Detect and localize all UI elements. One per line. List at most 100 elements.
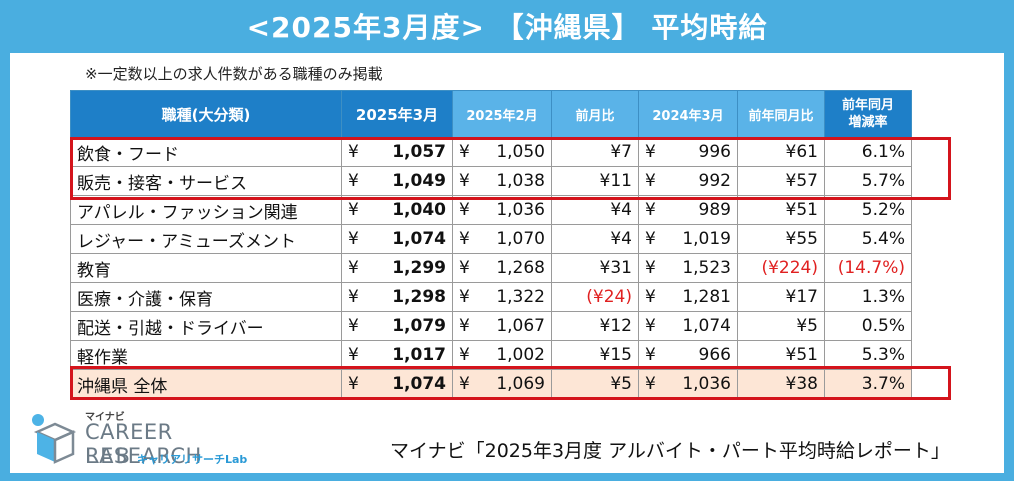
cell-mom: ¥12 <box>551 311 639 341</box>
yen-value: ¥1,074 <box>645 316 731 336</box>
cell-mar25: ¥1,074 <box>341 224 453 254</box>
yen-value: ¥1,299 <box>348 258 446 278</box>
cell-mar24: ¥996 <box>638 137 738 167</box>
table-row: 販売・接客・サービス ¥1,049 ¥1,038 ¥11 ¥992 ¥57 5.7% <box>70 166 912 196</box>
cell-category: 医療・介護・保育 <box>70 282 342 312</box>
cell-feb25: ¥1,070 <box>452 224 552 254</box>
cell-mom: ¥11 <box>551 166 639 196</box>
cell-feb25: ¥1,036 <box>452 195 552 225</box>
cell-category: 販売・接客・サービス <box>70 166 342 196</box>
table-row: 飲食・フード ¥1,057 ¥1,050 ¥7 ¥996 ¥61 6.1% <box>70 137 912 167</box>
wage-value: 1,019 <box>682 229 731 249</box>
currency-symbol: ¥ <box>459 287 470 307</box>
cell-category: レジャー・アミューズメント <box>70 224 342 254</box>
wage-value: 1,002 <box>496 345 545 365</box>
cell-feb25: ¥1,050 <box>452 137 552 167</box>
wage-value: 1,069 <box>496 374 545 394</box>
cell-mom: ¥7 <box>551 137 639 167</box>
table-row: レジャー・アミューズメント ¥1,074 ¥1,070 ¥4 ¥1,019 ¥55 5.4% <box>70 224 912 254</box>
wage-value: 1,281 <box>682 287 731 307</box>
cell-feb25: ¥1,069 <box>452 369 552 399</box>
wage-value: 1,079 <box>392 316 446 336</box>
wage-value: 1,038 <box>496 171 545 191</box>
yen-value: ¥1,017 <box>348 345 446 365</box>
currency-symbol: ¥ <box>645 345 656 365</box>
cell-mar24: ¥989 <box>638 195 738 225</box>
yen-value: ¥1,523 <box>645 258 731 278</box>
yen-value: ¥1,049 <box>348 171 446 191</box>
cell-yoy: (¥224) <box>737 253 825 283</box>
table-header-row: 職種(大分類) 2025年3月 2025年2月 前月比 2024年3月 前年同月… <box>70 90 912 138</box>
cell-mom: ¥31 <box>551 253 639 283</box>
cell-rate: (14.7%) <box>824 253 912 283</box>
cell-mar25: ¥1,057 <box>341 137 453 167</box>
currency-symbol: ¥ <box>645 316 656 336</box>
wage-value: 1,074 <box>392 374 446 394</box>
cell-mar24: ¥1,036 <box>638 369 738 399</box>
wage-value: 1,050 <box>496 142 545 162</box>
wage-value: 1,074 <box>682 316 731 336</box>
currency-symbol: ¥ <box>348 287 359 307</box>
cell-feb25: ¥1,322 <box>452 282 552 312</box>
table-row: 医療・介護・保育 ¥1,298 ¥1,322 (¥24) ¥1,281 ¥17 1.3% <box>70 282 912 312</box>
yen-value: ¥992 <box>645 171 731 191</box>
table-row: 教育 ¥1,299 ¥1,268 ¥31 ¥1,523 (¥224) (14.7%) <box>70 253 912 283</box>
yen-value: ¥1,298 <box>348 287 446 307</box>
currency-symbol: ¥ <box>459 142 470 162</box>
wage-value: 1,057 <box>392 142 446 162</box>
currency-symbol: ¥ <box>645 287 656 307</box>
table-note: ※一定数以上の求人件数がある職種のみ掲載 <box>85 65 383 83</box>
wage-value: 1,067 <box>496 316 545 336</box>
yen-value: ¥1,019 <box>645 229 731 249</box>
currency-symbol: ¥ <box>348 345 359 365</box>
cell-category: アパレル・ファッション関連 <box>70 195 342 225</box>
cell-yoy: ¥61 <box>737 137 825 167</box>
header-mom: 前月比 <box>551 90 639 138</box>
source-citation: マイナビ「2025年3月度 アルバイト・パート平均時給レポート」 <box>390 440 950 462</box>
yen-value: ¥1,079 <box>348 316 446 336</box>
wage-value: 1,036 <box>682 374 731 394</box>
header-2024-03: 2024年3月 <box>638 90 738 138</box>
yen-value: ¥1,268 <box>459 258 545 278</box>
currency-symbol: ¥ <box>645 142 656 162</box>
currency-symbol: ¥ <box>645 200 656 220</box>
cell-mom: (¥24) <box>551 282 639 312</box>
currency-symbol: ¥ <box>459 374 470 394</box>
cell-rate: 0.5% <box>824 311 912 341</box>
logo-brand-small: マイナビ <box>85 412 125 423</box>
wage-value: 1,322 <box>496 287 545 307</box>
wage-value: 992 <box>698 171 731 191</box>
cell-mar25: ¥1,079 <box>341 311 453 341</box>
table-row: 軽作業 ¥1,017 ¥1,002 ¥15 ¥966 ¥51 5.3% <box>70 340 912 370</box>
cell-category: 軽作業 <box>70 340 342 370</box>
yen-value: ¥1,040 <box>348 200 446 220</box>
yen-value: ¥1,322 <box>459 287 545 307</box>
wage-value: 1,036 <box>496 200 545 220</box>
wage-value: 966 <box>698 345 731 365</box>
cell-category: 飲食・フード <box>70 137 342 167</box>
cell-mom: ¥15 <box>551 340 639 370</box>
currency-symbol: ¥ <box>348 200 359 220</box>
cell-rate: 5.4% <box>824 224 912 254</box>
currency-symbol: ¥ <box>645 171 656 191</box>
cell-mom: ¥5 <box>551 369 639 399</box>
cell-mar25: ¥1,298 <box>341 282 453 312</box>
cube-logo-icon <box>32 414 77 464</box>
wage-value: 1,298 <box>392 287 446 307</box>
yen-value: ¥989 <box>645 200 731 220</box>
currency-symbol: ¥ <box>459 316 470 336</box>
cell-yoy: ¥51 <box>737 340 825 370</box>
page-title: <2025年3月度> 【沖縄県】 平均時給 <box>246 11 768 44</box>
yen-value: ¥1,036 <box>459 200 545 220</box>
cell-rate: 6.1% <box>824 137 912 167</box>
wage-value: 989 <box>698 200 731 220</box>
wage-value: 1,017 <box>392 345 446 365</box>
currency-symbol: ¥ <box>645 258 656 278</box>
cell-mar24: ¥1,019 <box>638 224 738 254</box>
table-row-total: 沖縄県 全体 ¥1,074 ¥1,069 ¥5 ¥1,036 ¥38 3.7% <box>70 369 912 399</box>
wage-value: 1,070 <box>496 229 545 249</box>
yen-value: ¥1,038 <box>459 171 545 191</box>
currency-symbol: ¥ <box>645 229 656 249</box>
header-2025-02: 2025年2月 <box>452 90 552 138</box>
cell-category: 教育 <box>70 253 342 283</box>
